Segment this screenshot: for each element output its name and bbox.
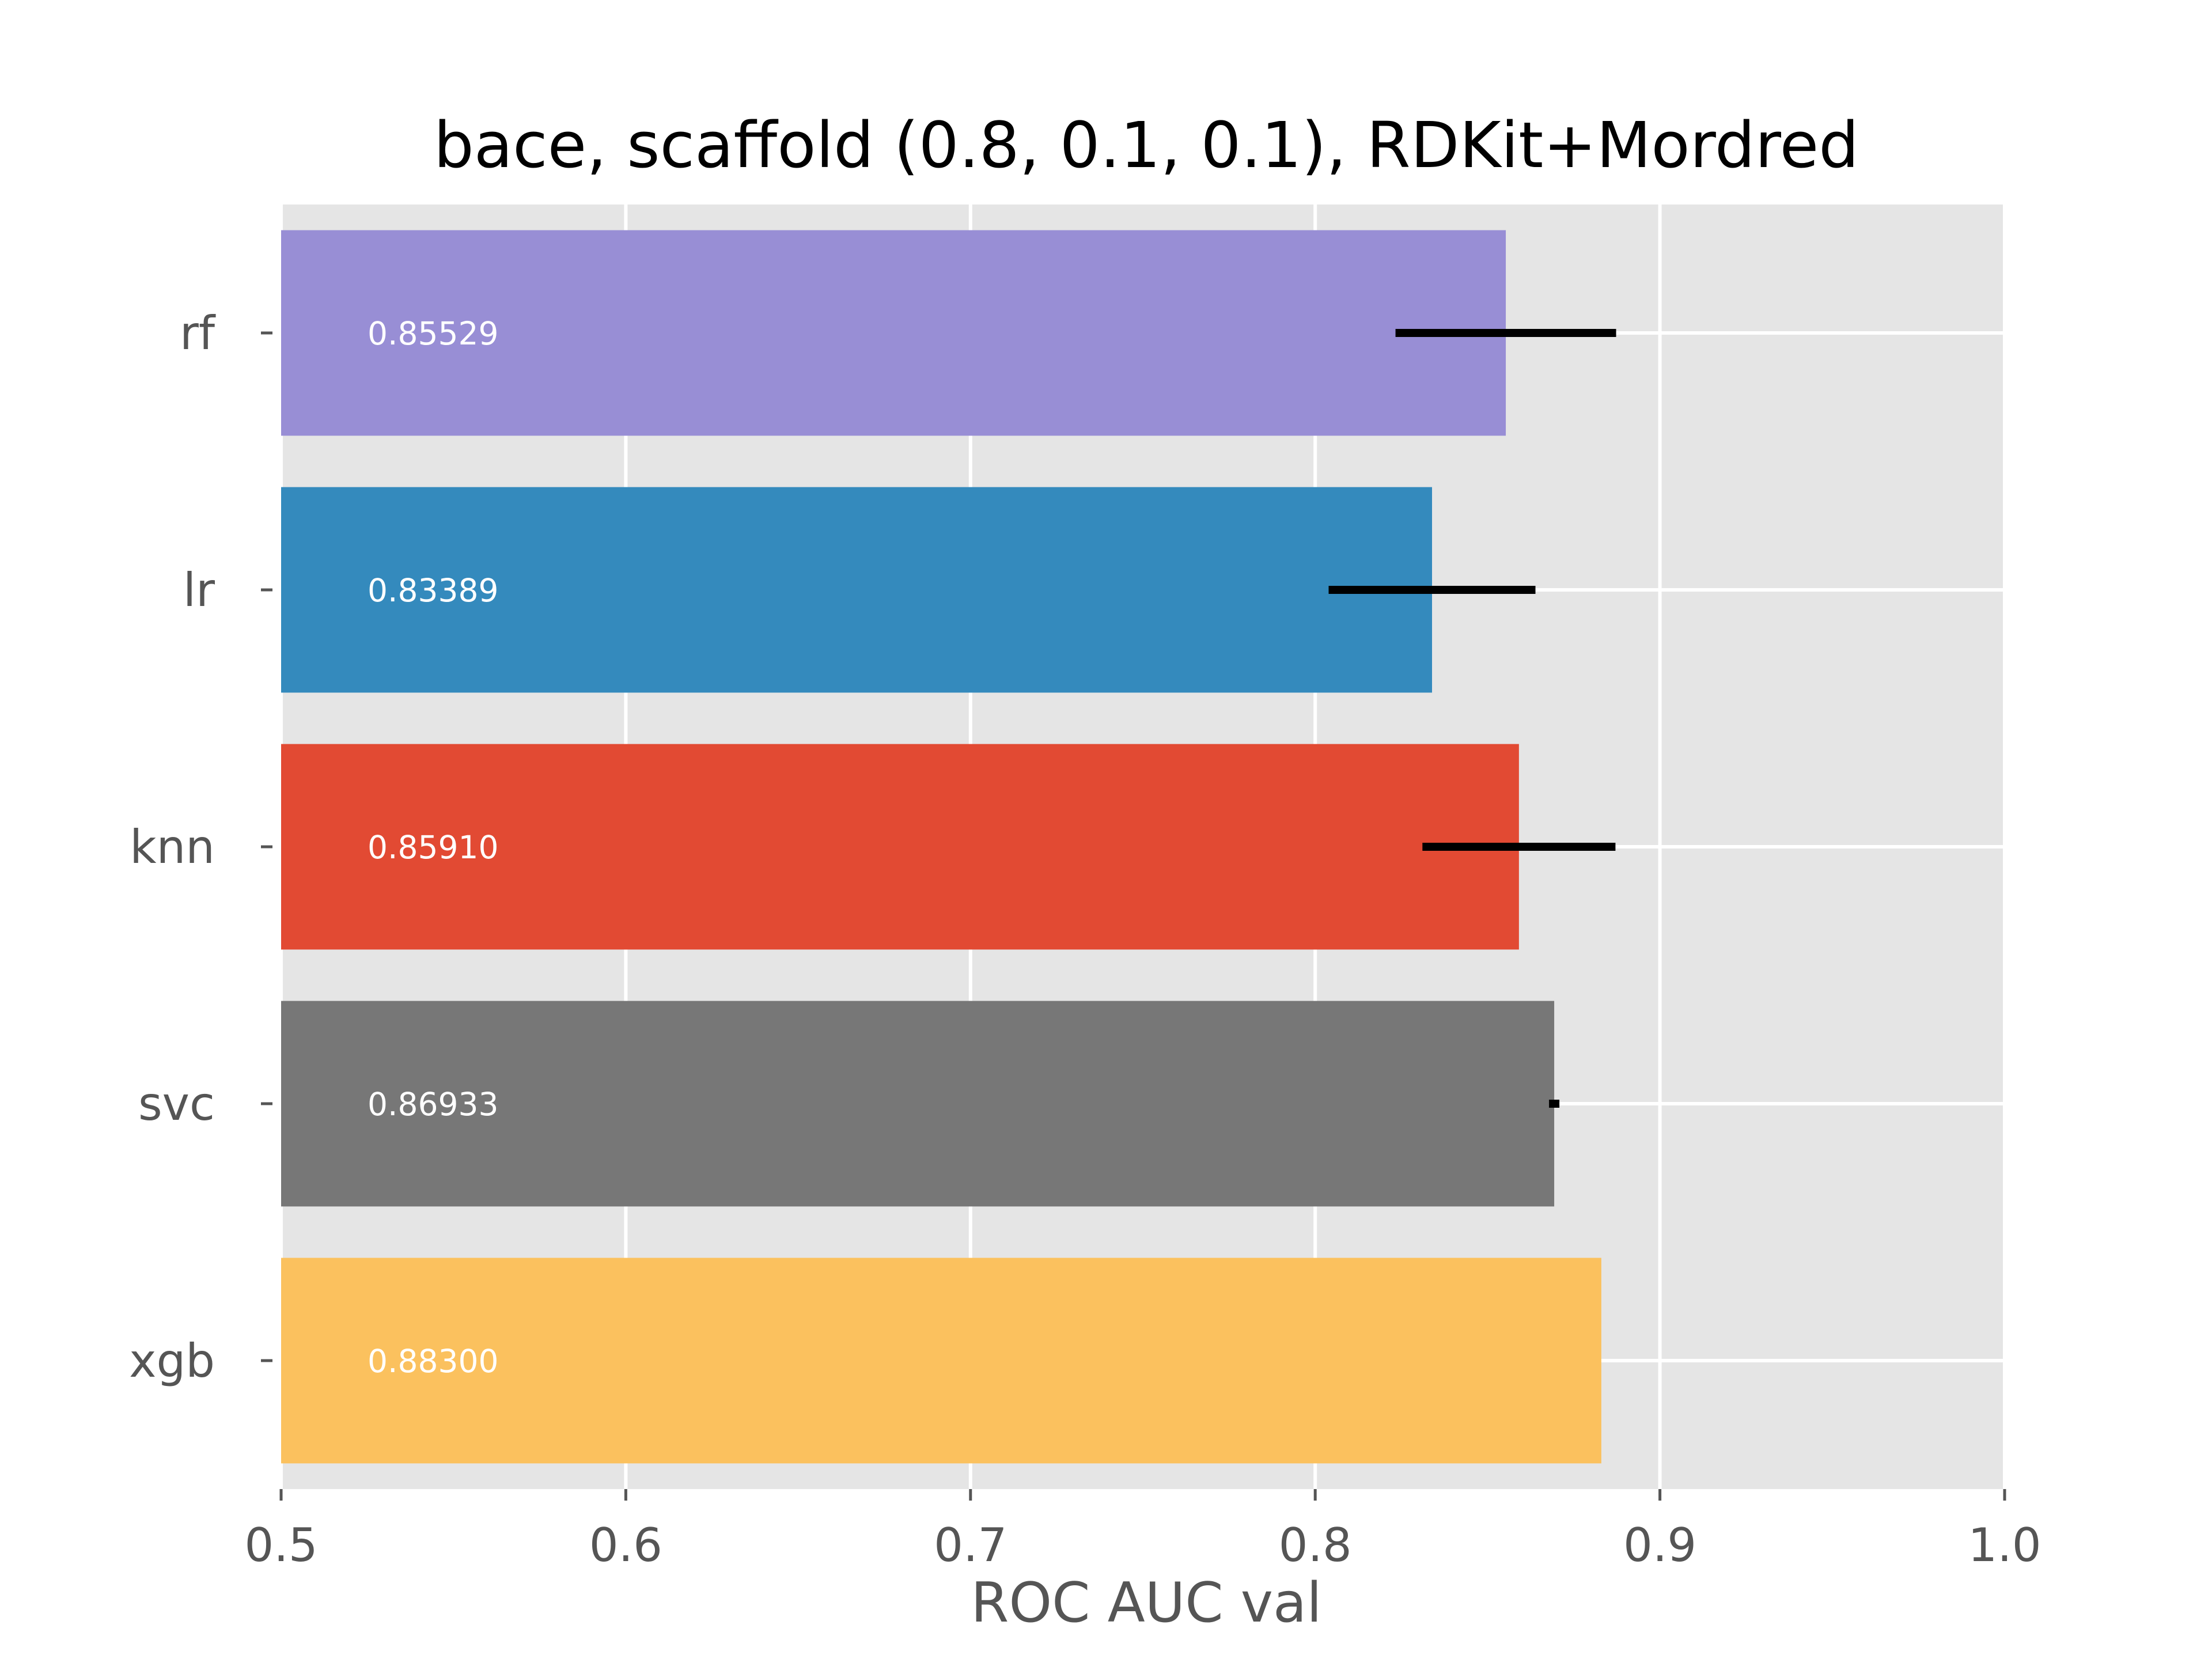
x-tick-label-5: 1.0 (1968, 1518, 2041, 1572)
x-tick-label-4: 0.9 (1623, 1518, 1696, 1572)
x-tick-label-2: 0.7 (934, 1518, 1007, 1572)
x-axis-ticks: 0.5 0.6 0.7 0.8 0.9 1.0 (244, 1489, 2041, 1572)
bar-label-knn: 0.85910 (368, 829, 498, 866)
chart-title: bace, scaffold (0.8, 0.1, 0.1), RDKit+Mo… (434, 108, 1859, 182)
y-tick-label-knn: knn (130, 820, 215, 874)
x-tick-label-1: 0.6 (589, 1518, 662, 1572)
y-tick-label-xgb: xgb (129, 1334, 215, 1388)
y-tick-label-svc: svc (138, 1077, 215, 1131)
bar-label-xgb: 0.88300 (368, 1343, 498, 1380)
y-axis-ticks: rf lr knn svc xgb (129, 306, 272, 1388)
x-tick-label-0: 0.5 (244, 1518, 317, 1572)
bar-label-svc: 0.86933 (368, 1086, 498, 1123)
y-tick-label-lr: lr (183, 563, 215, 617)
bar-label-rf: 0.85529 (368, 315, 498, 352)
x-tick-label-3: 0.8 (1279, 1518, 1352, 1572)
bar-label-lr: 0.83389 (368, 572, 498, 609)
y-tick-label-rf: rf (180, 306, 216, 360)
x-axis-label: ROC AUC val (971, 1571, 1321, 1635)
